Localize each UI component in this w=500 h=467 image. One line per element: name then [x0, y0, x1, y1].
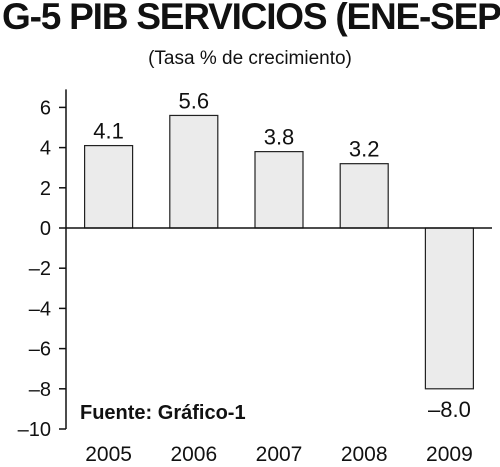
y-tick-label-0: 0 [40, 218, 51, 240]
x-tick-label-2005: 2005 [85, 443, 132, 466]
bar-2006 [169, 114, 219, 229]
x-tick-label-2009: 2009 [426, 443, 473, 466]
y-tick-label-6: 6 [40, 97, 51, 119]
x-tick-label-2006: 2006 [170, 443, 217, 466]
source-note: Fuente: Gráfico-1 [80, 402, 246, 424]
y-tick-label--4: –4 [29, 298, 51, 320]
y-tick-label--2: –2 [29, 258, 51, 280]
chart-subtitle: (Tasa % de crecimiento) [148, 48, 352, 69]
y-tick-label--8: –8 [29, 379, 51, 401]
bar-2009 [424, 227, 474, 390]
y-tick-label--6: –6 [29, 339, 51, 361]
y-tick-label-4: 4 [40, 138, 51, 160]
value-label-2005: 4.1 [93, 119, 124, 144]
x-tick-label-2007: 2007 [256, 443, 303, 466]
y-tick-label--10: –10 [18, 419, 51, 441]
bar-2008 [339, 163, 389, 229]
value-label-2006: 5.6 [179, 88, 210, 113]
x-tick-label-2008: 2008 [341, 443, 388, 466]
bar-2007 [254, 151, 304, 229]
value-label-2007: 3.8 [264, 125, 295, 150]
bar-2005 [83, 144, 134, 229]
chart-title: G-5 PIB SERVICIOS (ENE-SEP) [2, 0, 500, 37]
value-label-2008: 3.2 [349, 137, 380, 162]
value-label-2009: –8.0 [428, 397, 471, 422]
y-tick-label-2: 2 [40, 178, 51, 200]
